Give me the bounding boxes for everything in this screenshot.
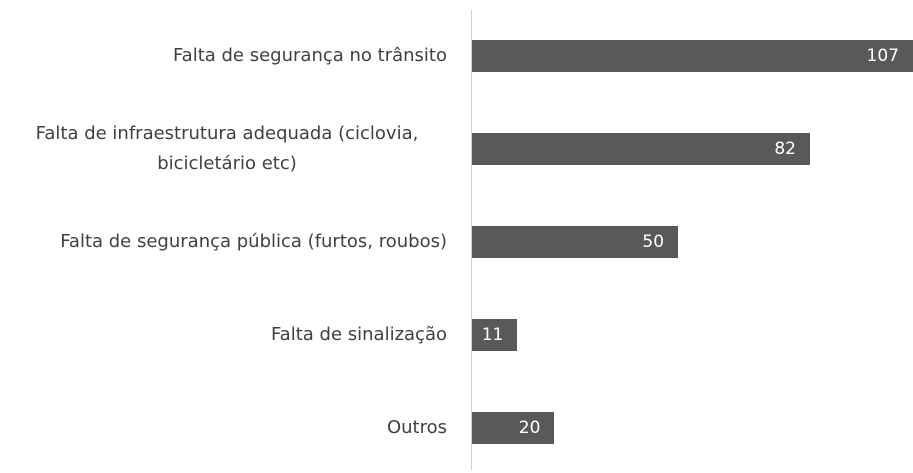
category-label: Falta de segurança pública (furtos, roub… <box>60 231 447 252</box>
bar <box>472 412 555 444</box>
bar <box>472 226 679 258</box>
bar <box>472 40 913 72</box>
value-label: 50 <box>642 232 665 252</box>
bar <box>472 319 518 351</box>
value-label: 20 <box>518 418 541 438</box>
value-label: 11 <box>481 325 504 345</box>
bar <box>472 133 810 165</box>
value-label: 82 <box>774 139 796 159</box>
value-label: 107 <box>866 46 899 66</box>
category-label: Outros <box>386 417 447 438</box>
category-label: Falta de sinalização <box>270 324 447 345</box>
axis-line <box>471 10 472 470</box>
category-label: Falta de segurança no trânsito <box>172 45 447 66</box>
category-label: Falta de infraestrutura adequada (ciclov… <box>35 123 419 174</box>
